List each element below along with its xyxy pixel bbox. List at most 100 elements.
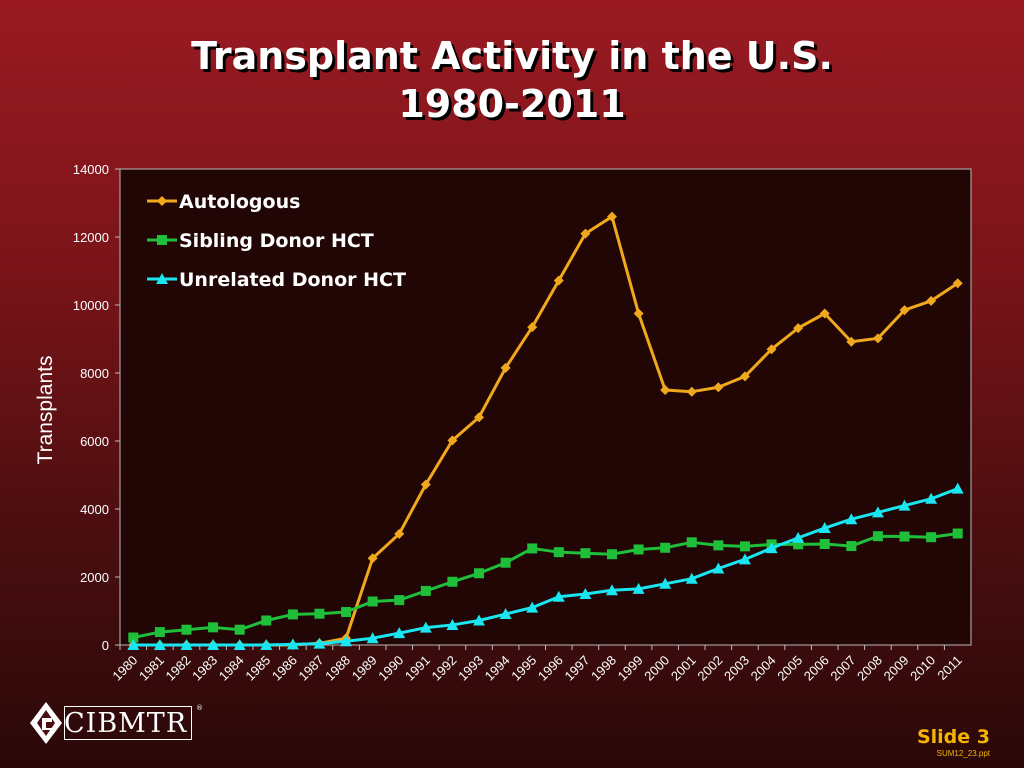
data-point-autologous bbox=[899, 305, 910, 316]
x-tick-label: 2006 bbox=[801, 653, 832, 684]
logo-frame bbox=[64, 706, 192, 740]
data-point-unrelated-donor-hct bbox=[712, 562, 725, 574]
file-name: SUM12_23.ppt bbox=[936, 749, 990, 758]
x-tick-label: 1986 bbox=[269, 653, 300, 684]
y-tick-label: 12000 bbox=[73, 230, 109, 245]
data-point-unrelated-donor-hct bbox=[153, 639, 166, 650]
data-point-sibling-donor-hct bbox=[154, 627, 165, 638]
data-point-sibling-donor-hct bbox=[314, 608, 325, 619]
data-point-autologous bbox=[606, 211, 617, 222]
data-point-unrelated-donor-hct bbox=[180, 639, 193, 650]
x-tick-label: 2002 bbox=[694, 653, 725, 684]
data-point-autologous bbox=[580, 228, 591, 239]
series-lines bbox=[127, 211, 964, 650]
logo-mark-icon bbox=[30, 702, 62, 744]
x-tick-label: 2011 bbox=[934, 653, 964, 683]
legend-label-sibling-donor-hct: Sibling Donor HCT bbox=[179, 230, 374, 252]
data-point-sibling-donor-hct bbox=[580, 548, 591, 559]
x-axis: 1980198119821983198419851986198719881989… bbox=[109, 645, 965, 684]
data-point-autologous bbox=[633, 308, 644, 319]
y-tick-label: 10000 bbox=[73, 298, 109, 313]
data-point-autologous bbox=[686, 386, 697, 397]
data-point-sibling-donor-hct bbox=[261, 615, 272, 626]
data-point-sibling-donor-hct bbox=[686, 537, 697, 548]
data-point-autologous bbox=[660, 385, 671, 395]
data-point-sibling-donor-hct bbox=[846, 541, 857, 552]
data-point-autologous bbox=[394, 528, 405, 539]
data-point-autologous bbox=[766, 344, 777, 355]
data-point-unrelated-donor-hct bbox=[499, 608, 512, 620]
data-point-autologous bbox=[553, 275, 564, 286]
data-point-sibling-donor-hct bbox=[447, 576, 458, 587]
data-point-unrelated-donor-hct bbox=[419, 621, 432, 633]
x-tick-label: 1985 bbox=[242, 653, 273, 684]
data-point-autologous bbox=[952, 278, 963, 289]
data-point-sibling-donor-hct bbox=[633, 544, 644, 555]
data-point-unrelated-donor-hct bbox=[286, 638, 299, 650]
data-point-sibling-donor-hct bbox=[606, 549, 617, 560]
logo-registered-mark: ® bbox=[196, 704, 203, 712]
data-point-sibling-donor-hct bbox=[474, 568, 485, 579]
data-point-sibling-donor-hct bbox=[420, 585, 431, 596]
data-point-autologous bbox=[367, 553, 378, 564]
title-line-1: Transplant Activity in the U.S. bbox=[191, 34, 833, 78]
data-point-unrelated-donor-hct bbox=[366, 632, 379, 644]
y-tick-label: 8000 bbox=[80, 366, 109, 381]
data-point-sibling-donor-hct bbox=[819, 539, 830, 550]
legend-label-unrelated-donor-hct: Unrelated Donor HCT bbox=[179, 269, 406, 291]
data-point-autologous bbox=[474, 412, 485, 423]
data-point-unrelated-donor-hct bbox=[552, 590, 565, 602]
data-point-sibling-donor-hct bbox=[952, 528, 963, 539]
plot-area bbox=[119, 168, 972, 646]
data-point-unrelated-donor-hct bbox=[685, 572, 698, 584]
data-point-unrelated-donor-hct bbox=[526, 601, 539, 613]
data-point-sibling-donor-hct bbox=[739, 541, 750, 552]
x-tick-label: 1993 bbox=[455, 653, 486, 684]
data-point-autologous bbox=[420, 479, 431, 490]
x-tick-label: 1983 bbox=[189, 653, 220, 684]
legend-marker-autologous bbox=[157, 196, 167, 206]
data-point-sibling-donor-hct bbox=[872, 531, 883, 542]
data-point-autologous bbox=[872, 333, 883, 344]
data-point-unrelated-donor-hct bbox=[845, 513, 858, 525]
data-point-unrelated-donor-hct bbox=[207, 639, 220, 650]
data-point-sibling-donor-hct bbox=[234, 624, 245, 635]
x-tick-label: 1998 bbox=[588, 653, 619, 684]
data-point-unrelated-donor-hct bbox=[127, 639, 140, 650]
data-point-sibling-donor-hct bbox=[367, 596, 378, 607]
data-point-sibling-donor-hct bbox=[341, 607, 352, 618]
y-axis: 0 2000 4000 6000 8000 10000 12000 14000 bbox=[73, 162, 120, 653]
x-tick-label: 2000 bbox=[641, 653, 672, 684]
data-point-unrelated-donor-hct bbox=[765, 542, 778, 554]
data-point-unrelated-donor-hct bbox=[659, 577, 672, 589]
data-point-unrelated-donor-hct bbox=[446, 618, 459, 630]
slide-number: Slide 3 bbox=[916, 726, 990, 748]
x-tick-label: 2004 bbox=[748, 653, 779, 684]
legend: Autologous Sibling Donor HCT Unrelated Don… bbox=[147, 191, 406, 291]
logo-text: CIBMTR bbox=[64, 708, 188, 739]
x-tick-label: 2001 bbox=[668, 653, 699, 684]
x-tick-label: 1995 bbox=[508, 653, 539, 684]
y-tick-label: 6000 bbox=[80, 434, 109, 449]
x-tick-label: 2009 bbox=[881, 653, 912, 684]
legend-label-autologous: Autologous bbox=[179, 191, 300, 213]
data-point-autologous bbox=[846, 336, 857, 347]
x-tick-label: 1981 bbox=[136, 653, 167, 684]
data-point-unrelated-donor-hct bbox=[473, 614, 486, 626]
x-tick-label: 1990 bbox=[375, 653, 406, 684]
x-tick-label: 1992 bbox=[428, 653, 459, 684]
data-point-sibling-donor-hct bbox=[926, 532, 937, 543]
data-point-sibling-donor-hct bbox=[394, 595, 405, 606]
y-tick-label: 2000 bbox=[80, 570, 109, 585]
data-point-unrelated-donor-hct bbox=[233, 639, 246, 650]
series-line-unrelated-donor-hct bbox=[133, 487, 959, 647]
data-point-unrelated-donor-hct bbox=[260, 639, 273, 650]
data-point-unrelated-donor-hct bbox=[393, 627, 406, 639]
data-point-sibling-donor-hct bbox=[527, 543, 538, 554]
x-tick-label: 1989 bbox=[349, 653, 380, 684]
title-line-2: 1980-2011 bbox=[398, 82, 626, 126]
data-point-autologous bbox=[713, 382, 724, 393]
y-tick-label: 4000 bbox=[80, 502, 109, 517]
x-tick-label: 2010 bbox=[907, 653, 938, 684]
